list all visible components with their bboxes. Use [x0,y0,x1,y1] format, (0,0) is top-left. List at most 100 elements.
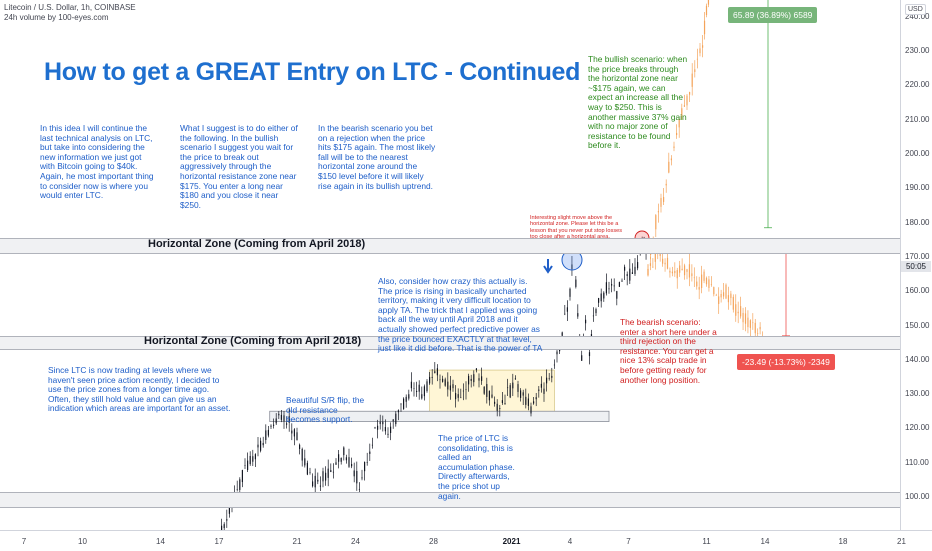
price-candle [603,292,605,299]
price-candle [551,375,553,378]
horizontal-zone-2[interactable] [0,238,900,254]
price-candle [439,379,441,381]
bearish_projection-candle [742,312,744,323]
note-since: Since LTC is now trading at levels where… [48,365,231,414]
bearish_projection-candle [703,271,705,281]
bullish_projection-candle [655,215,657,230]
price-candle [228,507,230,514]
price-candle [465,389,467,390]
price-candle [322,471,324,482]
time-tick: 24 [351,537,360,546]
bearish_projection-candle [747,317,749,328]
price-candle [221,525,223,530]
bearish_projection-candle [649,263,652,266]
price-candle [470,378,472,381]
price-candle [431,376,433,378]
price-tick: 140.00 [905,354,930,364]
volume-line: 24h volume by 100-eyes.com [4,13,109,22]
bearish_projection-candle [713,287,715,295]
price-candle [405,396,407,402]
bullish_projection-candle [678,119,680,128]
price-candle [421,394,423,399]
price-candle [481,376,483,381]
price-candle [226,519,228,521]
price-candle [262,442,264,446]
price-tick: 180.00 [905,217,930,227]
bullish_projection-candle [660,197,662,207]
price-candle [236,489,238,490]
bear-measure-badge: -23.49 (-13.73%) -2349 [737,354,835,370]
price-candle [252,456,254,462]
time-tick: 14 [156,537,165,546]
price-candle [608,288,610,290]
price-candle [413,388,415,389]
price-candle [275,418,277,424]
bearish_projection-candle [671,271,673,274]
bearish_projection-candle [705,277,708,285]
price-candle [241,470,243,483]
price-candle [244,465,246,466]
time-tick: 18 [838,537,848,546]
price-candle [296,432,298,441]
price-candle [304,458,306,466]
price-candle [426,381,428,392]
price-candle [483,386,485,394]
bearish_projection-candle [676,269,678,279]
currency-button[interactable]: USD [905,4,926,15]
price-tick: 220.00 [905,80,930,90]
price-candle [249,455,251,465]
price-candle [543,388,545,394]
price-candle [499,408,501,409]
price-tick: 150.00 [905,320,930,330]
price-candle [514,378,516,380]
time-tick: 28 [429,537,438,546]
price-candle [452,384,454,389]
horizontal-zone-3[interactable] [0,335,900,350]
bearish_projection-candle [708,279,710,288]
zone-label-2: Horizontal Zone (Coming from April 2018) [148,237,366,250]
price-candle [223,524,225,529]
price-candle [626,274,628,276]
bearish_projection-candle [652,266,654,268]
bull-measure-badge: 65.89 (36.89%) 6589 [728,7,818,23]
time-tick: 21 [897,537,906,546]
horizontal-zone-4[interactable] [0,491,900,508]
price-candle [501,400,503,403]
bearish_projection-candle [710,284,712,285]
bullish_projection-candle [686,95,688,106]
time-axis[interactable]: 7 10 14 17 21 24 28 2021 4 7 11 14 18 21 [0,530,932,551]
bearish_projection-candle [647,268,649,276]
bullish_projection-candle [696,58,698,60]
note-bullish-scenario: The bullish scenario: when the price bre… [588,54,688,151]
price-candle [629,268,631,281]
bearish_projection-candle [681,268,683,271]
chart-area[interactable]: Litecoin / U.S. Dollar, 1h, COINBASE 24h… [0,0,900,530]
bullish_projection-candle [699,48,701,54]
bullish_projection-candle [668,161,670,173]
price-candle [377,425,379,430]
price-candle [345,457,347,461]
price-candle [325,472,327,481]
price-candle [353,470,355,477]
price-candle [473,374,475,383]
price-candle [546,377,548,384]
idea-title: How to get a GREAT Entry on LTC - Contin… [44,58,581,86]
price-candle [592,315,594,317]
price-candle [496,403,498,411]
price-candle [522,392,524,396]
price-candle [403,398,405,410]
price-tick: 210.00 [905,114,930,124]
price-candle [517,384,519,392]
bullish_projection-candle [681,108,683,116]
price-candle [317,479,319,482]
bearish_projection-candle [664,262,666,265]
bearish_projection-candle [662,258,664,264]
price-candle [340,458,342,462]
bullish_projection-candle [707,0,710,5]
price-candle [457,394,459,398]
price-candle [410,381,412,389]
price-candle [265,430,267,440]
price-candle [291,430,293,434]
price-candle [356,470,358,484]
bearish_projection-candle [698,287,700,290]
